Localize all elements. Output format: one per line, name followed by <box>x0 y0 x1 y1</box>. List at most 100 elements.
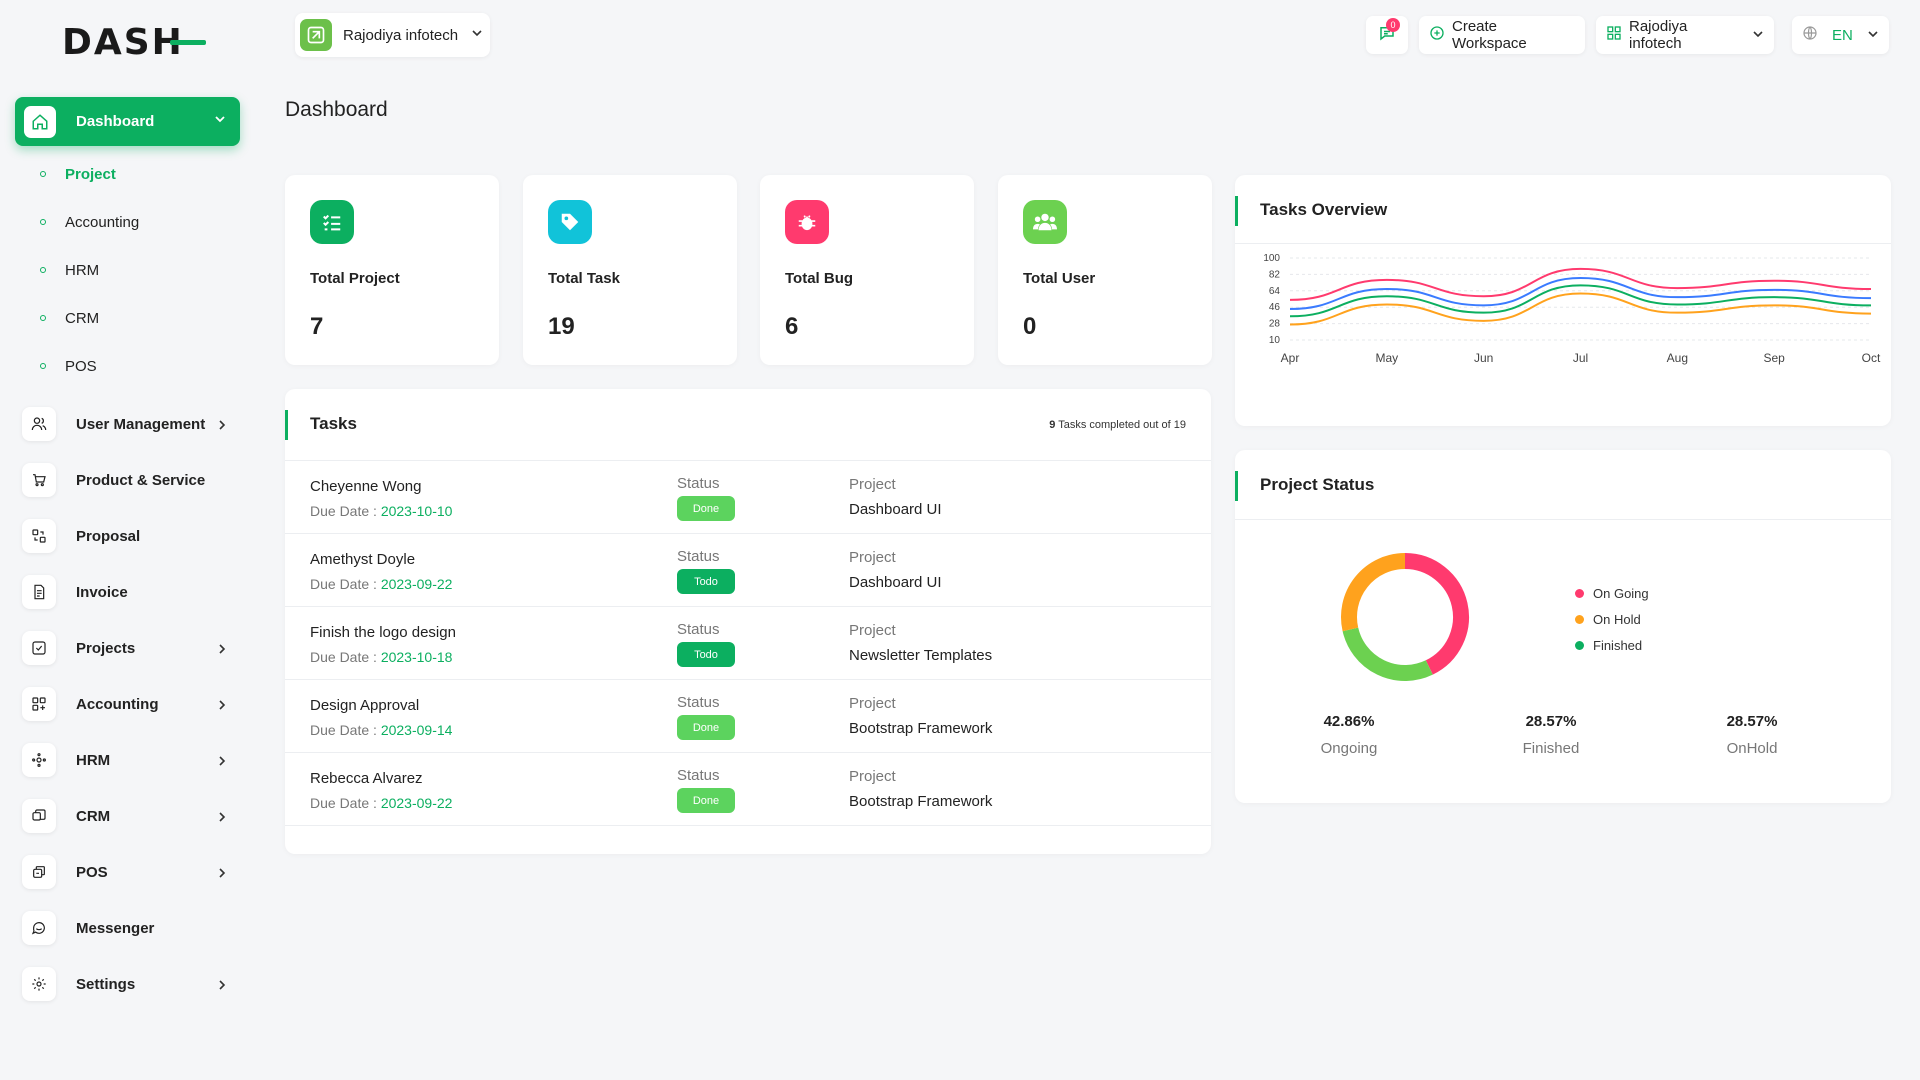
stat-label: Total Project <box>310 270 400 287</box>
proposal-icon <box>22 519 56 553</box>
legend-item[interactable]: On Hold <box>1575 606 1649 632</box>
pos-icon <box>22 855 56 889</box>
legend-item[interactable]: Finished <box>1575 632 1649 658</box>
project-label: Project <box>849 768 896 785</box>
submenu-item-label: Accounting <box>65 213 140 231</box>
status-badge: Todo <box>677 569 735 594</box>
pct-value: 42.86% <box>1323 713 1375 730</box>
project-label: Project <box>849 695 896 712</box>
tasks-summary: 9 Tasks completed out of 19 <box>1049 419 1186 431</box>
task-name[interactable]: Cheyenne Wong <box>310 478 422 495</box>
logo[interactable]: DASH <box>62 22 206 63</box>
messages-count-badge: 0 <box>1386 18 1400 32</box>
overview-title: Tasks Overview <box>1260 200 1388 219</box>
sidebar-item-messenger[interactable]: Messenger <box>0 900 260 956</box>
legend-label: On Going <box>1593 585 1649 601</box>
legend-item[interactable]: On Going <box>1575 580 1649 606</box>
sidebar-item-pos[interactable]: POS <box>0 844 260 900</box>
sidebar-item-dashboard[interactable]: Dashboard <box>15 97 240 146</box>
bullet-dot <box>40 363 46 369</box>
donut-slice-0[interactable] <box>1404 553 1469 675</box>
submenu-item-pos[interactable]: POS <box>0 342 260 390</box>
task-name[interactable]: Amethyst Doyle <box>310 551 416 568</box>
create-workspace-button[interactable]: Create Workspace <box>1419 16 1585 54</box>
cart-icon <box>22 463 56 497</box>
workspace-switcher[interactable]: Rajodiya infotech <box>295 13 490 57</box>
sidebar-item-product-service[interactable]: Product & Service <box>0 452 260 508</box>
legend-label: Finished <box>1593 637 1643 653</box>
tasks-card: Tasks 9 Tasks completed out of 19 Cheyen… <box>285 389 1211 854</box>
header-accent <box>1235 471 1238 501</box>
status-label: Status <box>677 475 720 492</box>
user-menu-button[interactable]: Rajodiya infotech <box>1596 16 1774 54</box>
submenu-item-label: POS <box>65 357 97 375</box>
stat-label: Total Bug <box>785 270 854 287</box>
submenu-item-accounting[interactable]: Accounting <box>0 198 260 246</box>
sidebar-item-label: Settings <box>76 975 136 993</box>
sidebar-item-invoice[interactable]: Invoice <box>0 564 260 620</box>
stat-value: 6 <box>785 313 799 340</box>
sidebar-item-hrm[interactable]: HRM <box>0 732 260 788</box>
sidebar-item-crm[interactable]: CRM <box>0 788 260 844</box>
series-line-2 <box>1289 284 1872 318</box>
status-label: Status <box>677 767 720 784</box>
tasks-title: Tasks <box>310 414 357 433</box>
series-line-1 <box>1289 277 1872 311</box>
sidebar-item-label: Projects <box>76 639 136 657</box>
sidebar-item-user-management[interactable]: User Management <box>0 396 260 452</box>
sidebar-item-proposal[interactable]: Proposal <box>0 508 260 564</box>
project-status-legend: On Going On Hold Finished <box>1575 580 1649 658</box>
task-name[interactable]: Rebecca Alvarez <box>310 770 423 787</box>
sidebar: DASH Dashboard Project Accounting HRM CRM PO… <box>0 0 260 1080</box>
dashboard-submenu: Project Accounting HRM CRM POS <box>0 150 260 390</box>
stat-card-total-bug: Total Bug 6 <box>760 175 974 365</box>
x-tick-label: Sep <box>1763 351 1785 365</box>
sidebar-item-label: Accounting <box>76 695 159 713</box>
bullet-dot <box>40 267 46 273</box>
chevron-down-icon <box>471 26 483 44</box>
task-name[interactable]: Design Approval <box>310 697 420 714</box>
pct-label: OnHold <box>1726 740 1778 757</box>
donut-slice-1[interactable] <box>1342 627 1433 681</box>
project-status-title: Project Status <box>1260 475 1375 494</box>
project-status-donut <box>1341 553 1469 681</box>
legend-dot <box>1575 588 1584 598</box>
y-tick-label: 46 <box>1269 302 1281 313</box>
due-date: 2023-09-14 <box>380 722 453 738</box>
project-name: Newsletter Templates <box>849 647 993 664</box>
due-date: 2023-10-10 <box>380 503 453 519</box>
pct-label: Ongoing <box>1320 740 1378 757</box>
stat-card-total-user: Total User 0 <box>998 175 1212 365</box>
messages-button[interactable]: 0 <box>1366 16 1408 54</box>
header-accent <box>285 410 288 440</box>
sidebar-item-label: Product & Service <box>76 471 206 489</box>
pct-value: 28.57% <box>1525 713 1577 730</box>
task-due: Due Date : 2023-10-18 <box>310 649 452 665</box>
sidebar-item-accounting[interactable]: Accounting <box>0 676 260 732</box>
sidebar-item-settings[interactable]: Settings <box>0 956 260 1012</box>
sidebar-item-label: CRM <box>76 807 111 825</box>
project-name: Dashboard UI <box>849 574 942 591</box>
legend-label: On Hold <box>1593 611 1641 627</box>
tasks-overview-chart: 10 28 46 64 82 100 Apr May Jun Jul Aug Sep Oct <box>1263 253 1881 365</box>
users-icon <box>22 407 56 441</box>
sidebar-item-projects[interactable]: Projects <box>0 620 260 676</box>
task-due: Due Date : 2023-09-22 <box>310 576 452 592</box>
language-selector[interactable]: EN <box>1792 16 1889 54</box>
projects-icon <box>22 631 56 665</box>
submenu-item-project[interactable]: Project <box>0 150 260 198</box>
submenu-item-label: HRM <box>65 261 100 279</box>
sidebar-item-label: Proposal <box>76 527 141 545</box>
stat-label: Total Task <box>548 270 620 287</box>
overview-card-header: Tasks Overview <box>1235 175 1891 244</box>
status-badge: Done <box>677 496 735 521</box>
submenu-item-hrm[interactable]: HRM <box>0 246 260 294</box>
due-label: Due Date : <box>310 649 381 665</box>
donut-slice-2[interactable] <box>1341 553 1406 632</box>
task-due: Due Date : 2023-09-22 <box>310 795 452 811</box>
chevron-right-icon <box>216 698 228 716</box>
task-name[interactable]: Finish the logo design <box>310 624 456 641</box>
workspace-logo-icon <box>300 19 332 51</box>
submenu-item-crm[interactable]: CRM <box>0 294 260 342</box>
stat-card-total-project: Total Project 7 <box>285 175 499 365</box>
